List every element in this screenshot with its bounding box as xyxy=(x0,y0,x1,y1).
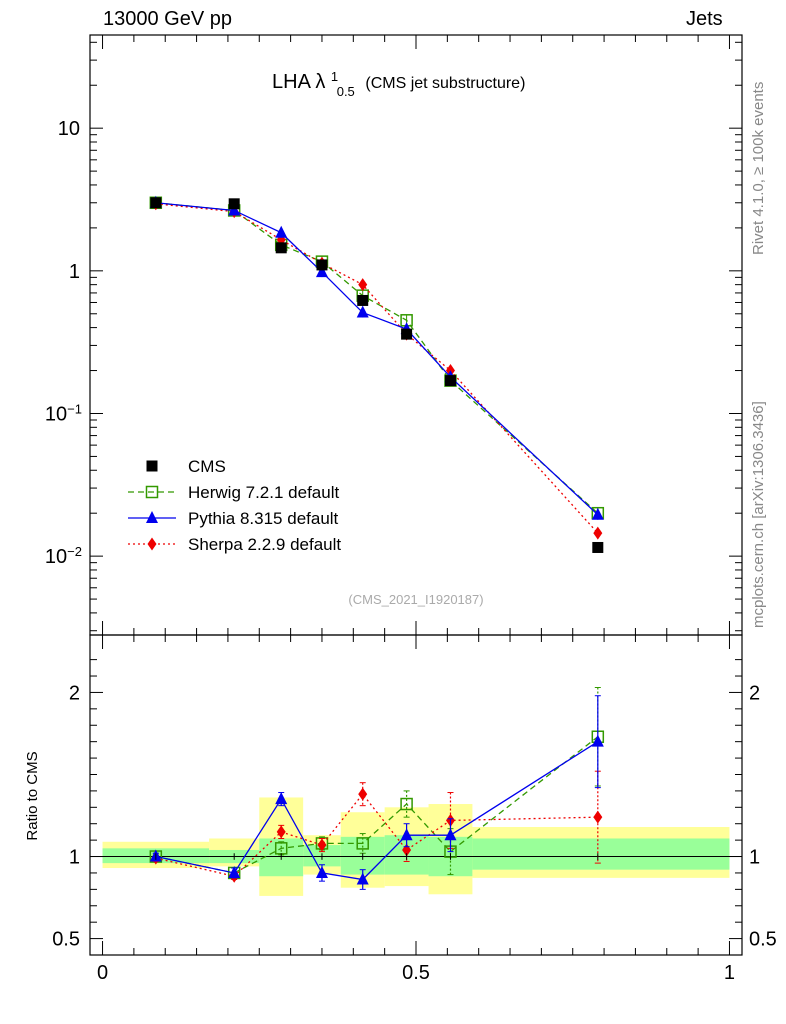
chart-title-subscript: 0.5 xyxy=(337,84,355,99)
ratio-y-tick-label-right: 1 xyxy=(749,847,760,869)
legend-marker-herwig xyxy=(145,485,159,499)
pythia-ratio-point xyxy=(228,865,241,878)
header-right: Jets xyxy=(686,8,723,30)
cms-main-point xyxy=(592,541,604,553)
sherpa-ratio-line xyxy=(155,793,598,877)
legend-label-cms: CMS xyxy=(188,457,226,476)
pythia-main-point xyxy=(228,203,241,216)
cms-main-point xyxy=(228,198,240,210)
analysis-watermark: (CMS_2021_I1920187) xyxy=(348,592,483,607)
ratio-frame xyxy=(89,634,743,956)
x-tick-label: 1 xyxy=(724,962,735,984)
pythia-main-point xyxy=(275,225,288,238)
ratio-y-tick-label: 0.5 xyxy=(52,929,80,951)
cms-main-point xyxy=(150,197,162,209)
chart-title: LHA λ 1 0.5 (CMS jet substructure) xyxy=(272,69,525,99)
cms-main-point xyxy=(357,294,369,306)
chart-title-superscript: 1 xyxy=(331,69,338,84)
pythia-main-point xyxy=(315,265,328,278)
pythia-ratio-point xyxy=(356,872,369,885)
cms-main-point xyxy=(401,328,413,340)
sherpa-main-point xyxy=(593,526,603,540)
sherpa-main-point xyxy=(358,278,368,292)
legend: CMS Herwig 7.2.1 default Pythia 8.315 defa… xyxy=(128,457,341,554)
sherpa-ratio-point xyxy=(358,787,368,801)
pythia-ratio-point xyxy=(444,828,457,841)
cms-main-point xyxy=(444,375,456,387)
legend-marker-cms xyxy=(146,460,158,472)
pythia-main-line xyxy=(155,202,599,516)
band-inner xyxy=(472,838,730,870)
legend-label-pythia: Pythia 8.315 default xyxy=(188,509,339,528)
ratio-y-tick-label: 1 xyxy=(69,847,80,869)
sherpa-ratio-point xyxy=(593,810,603,824)
axis-ticks xyxy=(90,35,742,955)
legend-label-herwig: Herwig 7.2.1 default xyxy=(188,483,339,502)
pythia-ratio-point xyxy=(315,865,328,878)
sherpa-main-line xyxy=(155,203,599,534)
main-y-tick-label: 1 xyxy=(69,261,80,283)
ratio-y-tick-label-right: 2 xyxy=(749,682,760,704)
legend-label-sherpa: Sherpa 2.2.9 default xyxy=(188,535,341,554)
cms-main-point xyxy=(316,259,328,271)
herwig-ratio-line xyxy=(155,736,599,874)
herwig-ratio-point xyxy=(400,797,413,811)
sherpa-ratio-point xyxy=(317,838,327,852)
pythia-main-point xyxy=(591,507,604,520)
pythia-ratio-point xyxy=(591,734,604,747)
header-left: 13000 GeV pp xyxy=(103,8,232,30)
pythia-main-point xyxy=(356,305,369,318)
pythia-ratio-line xyxy=(155,741,599,881)
x-tick-label: 0.5 xyxy=(402,962,430,984)
main-y-tick-label: 10 xyxy=(58,118,80,140)
chart-title-main: LHA λ xyxy=(272,71,325,93)
ratio-y-tick-label: 2 xyxy=(69,682,80,704)
ratio-ylabel: Ratio to CMS xyxy=(24,751,41,840)
main-y-tick-label: 10−2 xyxy=(45,544,82,569)
cms-main-point xyxy=(275,242,287,254)
ratio-panel-series xyxy=(149,687,605,890)
legend-marker-sherpa xyxy=(147,537,157,551)
herwig-ratio-point xyxy=(356,837,369,850)
legend-marker-pythia xyxy=(146,511,158,523)
ratio-y-tick-label-right: 0.5 xyxy=(749,929,777,951)
main-panel-series xyxy=(149,195,605,553)
x-tick-label: 0 xyxy=(97,962,108,984)
ratio-uncertainty-bands xyxy=(102,797,730,896)
sherpa-ratio-point xyxy=(276,825,286,839)
main-y-tick-label: 10−1 xyxy=(45,401,82,426)
pythia-ratio-point xyxy=(400,828,413,841)
axis-labels: 10 1 10−1 10−2 2 2 1 1 0.5 0.5 0 0.5 1 xyxy=(45,118,777,984)
chart-title-suffix: (CMS jet substructure) xyxy=(365,75,525,92)
pythia-ratio-point xyxy=(275,792,288,805)
